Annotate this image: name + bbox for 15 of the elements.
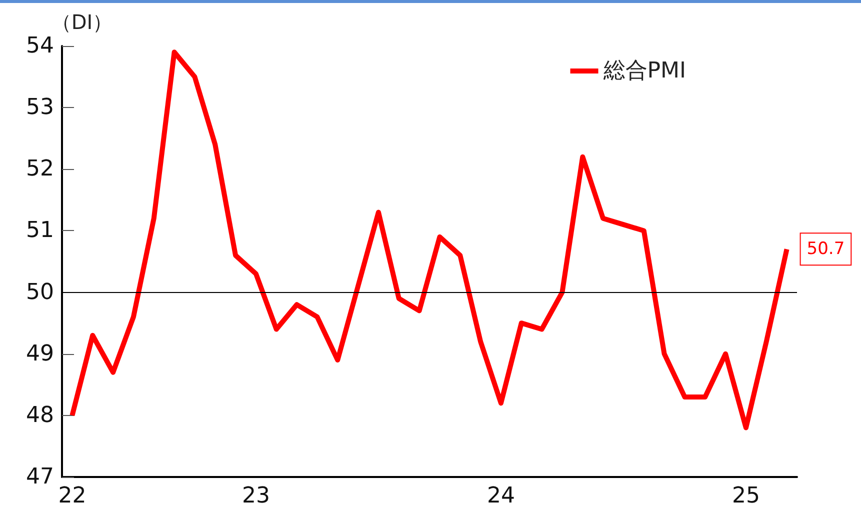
x-tick-label: 25 [732, 484, 760, 508]
y-tick-label: 47 [26, 464, 54, 490]
y-tick-label: 53 [26, 95, 54, 120]
y-tick-label: 50 [26, 280, 54, 305]
x-tick-label: 24 [486, 484, 515, 508]
y-tick-label: 48 [26, 402, 54, 428]
y-axis-title: （DI） [51, 10, 113, 34]
y-tick-label: 54 [26, 34, 54, 58]
legend-label: 総合PMI [602, 58, 686, 84]
data-label: 50.7 [806, 239, 845, 260]
x-tick-label: 22 [58, 484, 86, 508]
y-tick-label: 49 [26, 341, 54, 366]
x-tick-label: 23 [242, 484, 270, 508]
y-tick-label: 51 [26, 218, 54, 244]
y-tick-label: 52 [26, 156, 54, 182]
